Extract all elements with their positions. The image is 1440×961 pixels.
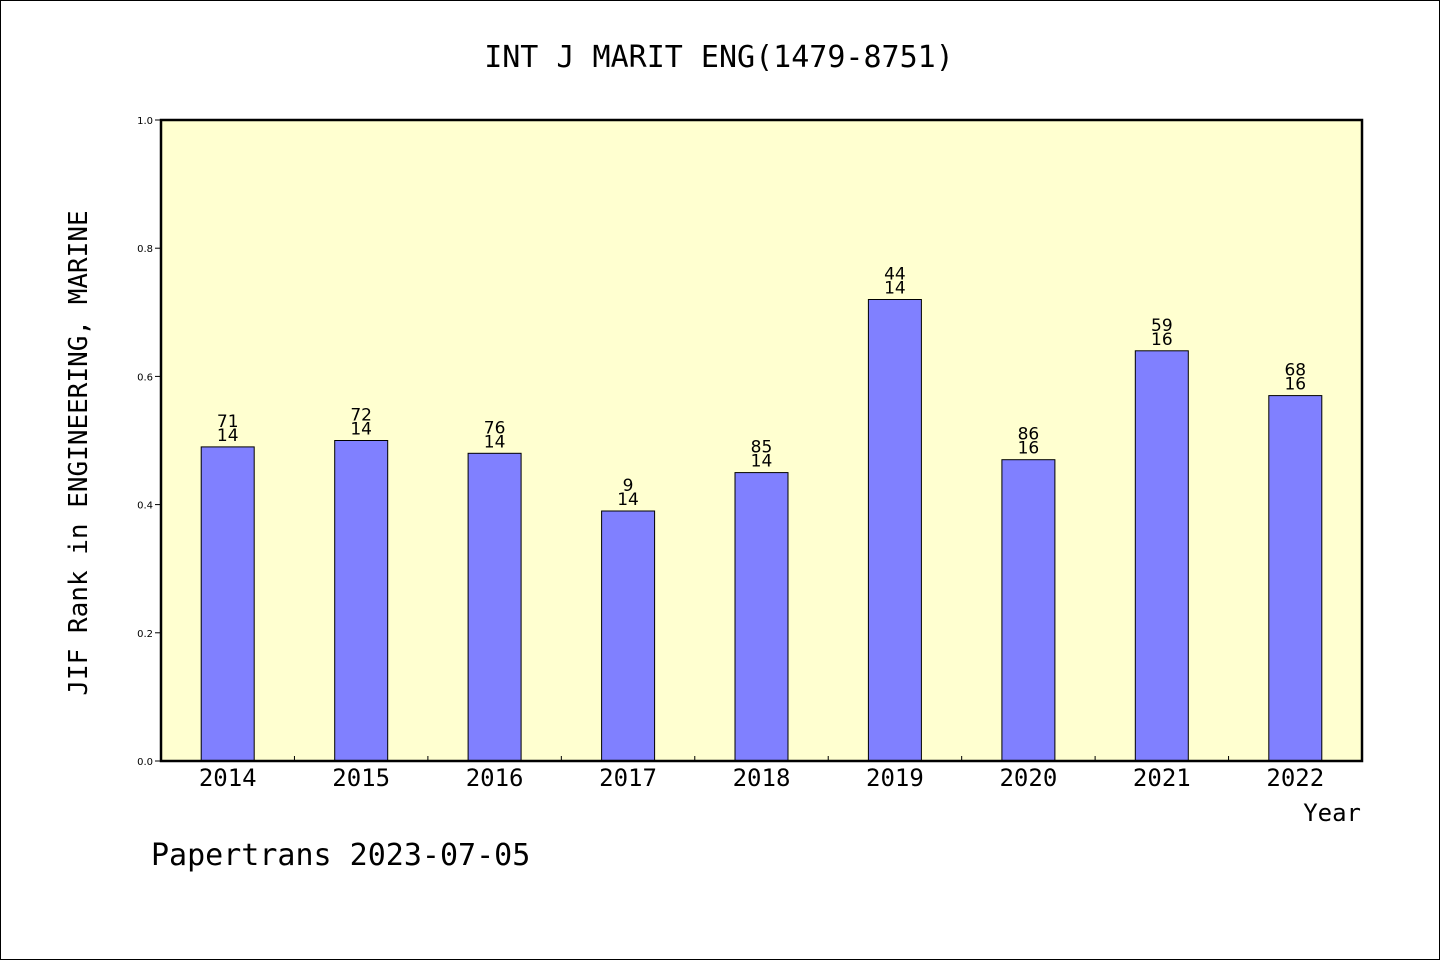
x-tick-label: 2014 — [199, 764, 257, 792]
bar — [1134, 350, 1189, 762]
x-tick-label: 2022 — [1266, 764, 1324, 792]
data-label-bottom: 14 — [217, 426, 239, 446]
y-tick-label: 1.0 — [137, 116, 153, 127]
footer-text: Papertrans 2023-07-05 — [151, 838, 530, 873]
data-label-bottom: 14 — [350, 420, 372, 440]
y-tick-label: 0.2 — [137, 629, 153, 640]
x-tick-label: 2017 — [599, 764, 657, 792]
data-label-top: 71 — [217, 412, 239, 432]
data-label-top: 72 — [350, 406, 372, 426]
data-label-top: 44 — [884, 265, 906, 285]
data-label-top: 86 — [1018, 425, 1040, 445]
data-label-top: 76 — [484, 418, 506, 438]
bar — [734, 472, 789, 762]
plot-border — [159, 118, 1364, 763]
bar — [1268, 395, 1323, 762]
data-label-top: 85 — [751, 438, 773, 458]
data-label-top: 68 — [1284, 361, 1306, 381]
bar — [467, 452, 522, 762]
bar — [200, 446, 255, 762]
x-tick-label: 2019 — [866, 764, 924, 792]
data-label-bottom: 14 — [617, 490, 639, 510]
y-axis-label: JIF Rank in ENGINEERING, MARINE — [64, 210, 94, 695]
data-label-bottom: 14 — [884, 279, 906, 299]
y-tick-label: 0.4 — [137, 501, 153, 512]
x-tick-label: 2020 — [999, 764, 1057, 792]
x-tick-label: 2016 — [466, 764, 524, 792]
bar — [601, 510, 656, 762]
data-label-bottom: 14 — [484, 432, 506, 452]
x-tick-label: 2021 — [1133, 764, 1191, 792]
data-label-bottom: 14 — [751, 452, 773, 472]
x-tick-label: 2015 — [332, 764, 390, 792]
data-label-top: 59 — [1151, 316, 1173, 336]
x-tick-label: 2018 — [733, 764, 791, 792]
data-label-bottom: 16 — [1018, 439, 1040, 459]
bar — [334, 440, 389, 762]
bar — [1001, 459, 1056, 762]
y-tick-label: 0.6 — [137, 372, 153, 383]
y-tick-label: 0.0 — [137, 757, 153, 768]
x-axis-label: Year — [1303, 799, 1361, 827]
bar — [867, 299, 922, 762]
chart-title: INT J MARIT ENG(1479-8751) — [484, 40, 954, 75]
data-label-top: 9 — [623, 476, 634, 496]
data-label-bottom: 16 — [1284, 375, 1306, 395]
data-label-bottom: 16 — [1151, 330, 1173, 350]
plot-area: 0.00.20.40.60.81.07114201472142015761420… — [137, 116, 1364, 792]
y-tick-label: 0.8 — [137, 244, 153, 255]
